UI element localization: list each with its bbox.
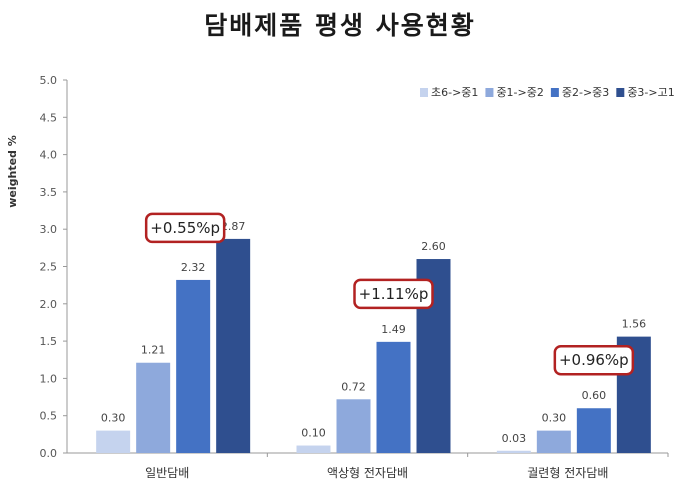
legend-swatch bbox=[616, 88, 625, 97]
data-label: 1.21 bbox=[141, 344, 166, 357]
bar bbox=[496, 450, 531, 453]
bar bbox=[216, 238, 251, 453]
chart-title: 담배제품 평생 사용현황 bbox=[204, 11, 476, 40]
legend-swatch bbox=[485, 88, 494, 97]
data-label: 1.56 bbox=[622, 318, 647, 331]
legend-label: 중2->중3 bbox=[562, 86, 609, 99]
y-tick-label: 2.5 bbox=[40, 261, 58, 274]
y-tick-label: 3.5 bbox=[40, 186, 58, 199]
data-label: 0.03 bbox=[502, 432, 527, 445]
y-tick-label: 2.0 bbox=[40, 298, 58, 311]
data-label: 2.87 bbox=[221, 220, 246, 233]
y-tick-label: 5.0 bbox=[40, 74, 58, 87]
x-category-label: 궐련형 전자담배 bbox=[527, 466, 608, 480]
legend-swatch bbox=[420, 88, 428, 97]
data-label: 0.30 bbox=[542, 412, 567, 425]
y-tick-label: 4.5 bbox=[40, 111, 58, 124]
x-category-label: 액상형 전자담배 bbox=[327, 466, 408, 480]
data-label: 0.10 bbox=[301, 427, 326, 440]
data-label: 2.32 bbox=[181, 261, 206, 274]
bar bbox=[376, 341, 411, 453]
change-annotation-label: +0.96%p bbox=[559, 351, 629, 369]
data-label: 0.60 bbox=[582, 389, 607, 402]
bar bbox=[96, 430, 131, 453]
bar bbox=[536, 430, 571, 453]
legend-swatch bbox=[550, 88, 559, 97]
change-annotation-label: +0.55%p bbox=[150, 219, 220, 237]
data-label: 2.60 bbox=[421, 240, 446, 253]
change-annotation-box bbox=[553, 344, 635, 376]
bar bbox=[176, 279, 211, 453]
bar bbox=[336, 399, 371, 453]
legend-label: 중3->고1 bbox=[627, 86, 674, 99]
legend-label: 초6->중1 bbox=[431, 86, 478, 99]
data-label: 1.49 bbox=[381, 323, 406, 336]
change-annotation-box bbox=[144, 212, 226, 244]
bar bbox=[296, 445, 331, 453]
y-axis-label: weighted % bbox=[6, 135, 19, 208]
legend-label: 중1->중2 bbox=[496, 86, 543, 99]
bar bbox=[576, 408, 611, 453]
y-tick-label: 0.5 bbox=[40, 410, 58, 423]
change-annotation-label: +1.11%p bbox=[359, 285, 429, 303]
y-tick-label: 1.5 bbox=[40, 335, 58, 348]
data-label: 0.30 bbox=[101, 412, 126, 425]
bar bbox=[136, 362, 171, 453]
x-category-label: 일반담배 bbox=[145, 466, 189, 480]
y-tick-label: 1.0 bbox=[40, 372, 58, 385]
y-tick-label: 3.0 bbox=[40, 223, 58, 236]
y-tick-label: 0.0 bbox=[40, 447, 58, 460]
data-label: 0.72 bbox=[341, 380, 366, 393]
y-tick-label: 4.0 bbox=[40, 149, 58, 162]
change-annotation-box bbox=[353, 278, 434, 310]
